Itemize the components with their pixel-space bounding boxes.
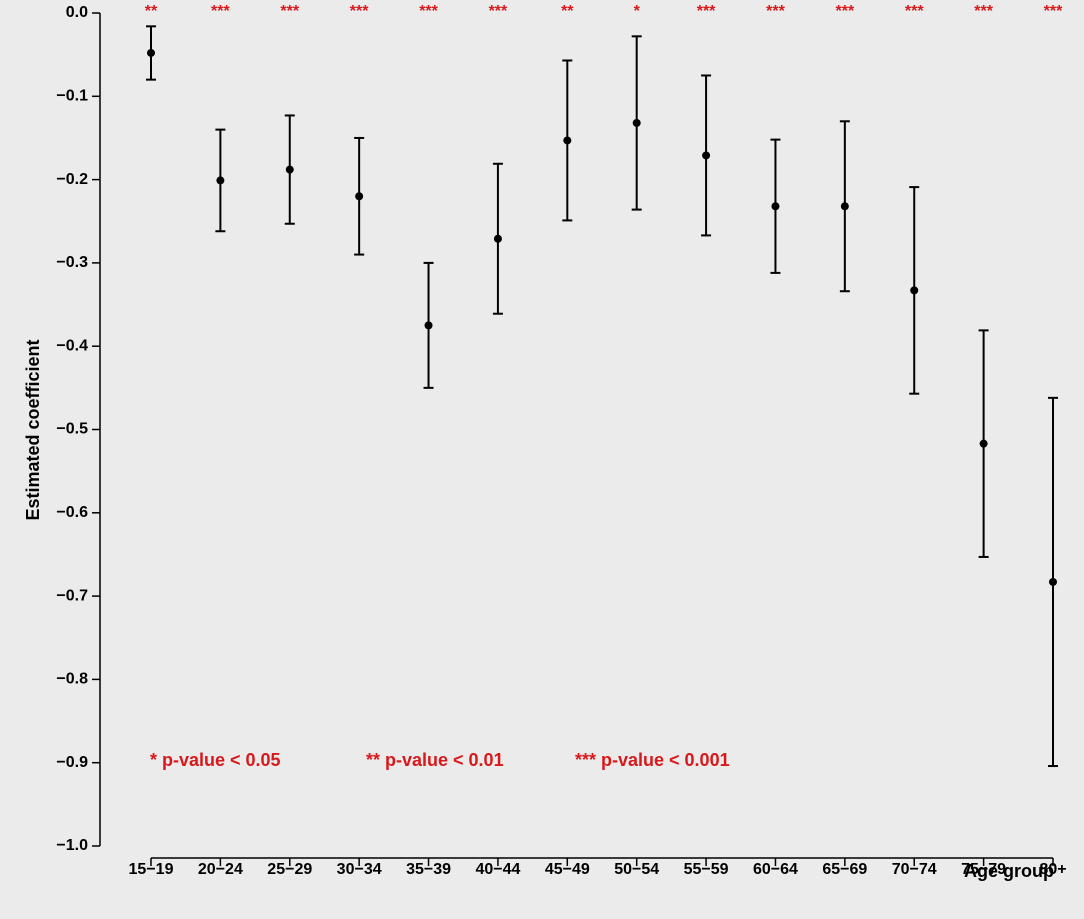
y-tick-label: −0.4 xyxy=(56,337,88,354)
y-tick-label: −0.8 xyxy=(56,671,88,688)
point xyxy=(979,439,988,448)
y-tick-label: −0.2 xyxy=(56,171,88,188)
significance: * xyxy=(634,3,641,20)
point xyxy=(702,151,711,160)
significance: *** xyxy=(766,3,785,20)
significance: *** xyxy=(1044,3,1063,20)
y-tick-label: 0.0 xyxy=(66,4,88,21)
significance: ** xyxy=(145,3,158,20)
significance-legend: ** p-value < 0.01 xyxy=(366,750,504,770)
point xyxy=(632,118,641,127)
point xyxy=(1049,577,1057,586)
x-tick-label: 45−49 xyxy=(545,861,590,878)
x-tick-label: 35−39 xyxy=(406,861,451,878)
x-tick-label: 60−64 xyxy=(753,861,798,878)
point xyxy=(910,286,919,295)
significance: *** xyxy=(211,3,230,20)
x-tick-label: 25−29 xyxy=(267,861,312,878)
x-tick-label: 65−69 xyxy=(822,861,867,878)
point xyxy=(771,202,780,211)
significance: *** xyxy=(836,3,855,20)
x-tick-label: 50−54 xyxy=(614,861,659,878)
significance: *** xyxy=(419,3,438,20)
significance: *** xyxy=(280,3,299,20)
point xyxy=(355,192,364,201)
x-axis-label: Age group xyxy=(964,861,1054,881)
y-tick-label: −0.5 xyxy=(56,421,88,438)
significance: *** xyxy=(489,3,508,20)
significance-legend: * p-value < 0.05 xyxy=(150,750,281,770)
point xyxy=(216,176,225,185)
significance: *** xyxy=(905,3,924,20)
y-tick-label: −0.9 xyxy=(56,754,88,771)
y-tick-label: −0.3 xyxy=(56,254,88,271)
x-tick-label: 80+ xyxy=(1039,861,1066,878)
y-axis-label: Estimated coefficient xyxy=(23,339,43,520)
x-tick-label: 55−59 xyxy=(684,861,729,878)
significance: *** xyxy=(697,3,716,20)
x-tick-label: 15−19 xyxy=(129,861,174,878)
x-tick-label: 40−44 xyxy=(475,861,520,878)
x-tick-label: 70−74 xyxy=(892,861,937,878)
point xyxy=(424,321,433,330)
x-tick-label: 20−24 xyxy=(198,861,243,878)
point xyxy=(563,136,572,145)
significance: ** xyxy=(561,3,574,20)
x-tick-label: 30−34 xyxy=(337,861,382,878)
point xyxy=(285,165,294,174)
significance: *** xyxy=(350,3,369,20)
x-tick-label: 75−79 xyxy=(961,861,1006,878)
significance: *** xyxy=(974,3,993,20)
point xyxy=(147,48,155,57)
point xyxy=(493,234,502,243)
point xyxy=(840,202,849,211)
y-tick-label: −0.6 xyxy=(56,504,88,521)
y-tick-label: −1.0 xyxy=(56,837,88,854)
y-tick-label: −0.1 xyxy=(56,88,88,105)
significance-legend: *** p-value < 0.001 xyxy=(575,750,730,770)
y-tick-label: −0.7 xyxy=(56,587,88,604)
